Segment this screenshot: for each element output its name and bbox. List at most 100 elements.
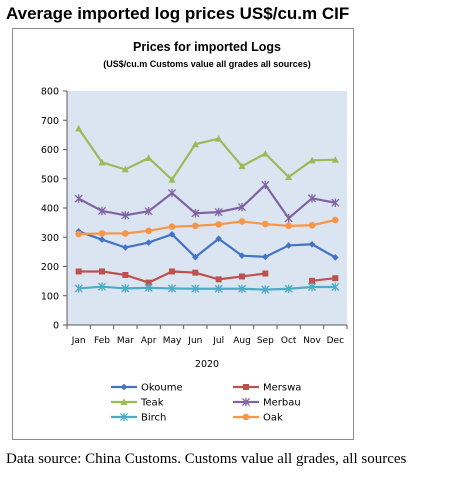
legend-item-oak: Oak	[233, 413, 283, 424]
source-note: Data source: China Customs. Customs valu…	[6, 451, 407, 467]
point-oak	[168, 223, 176, 231]
point-merbau	[191, 209, 200, 218]
x-tick-label: Sep	[257, 336, 274, 346]
x-tick-label: Jul	[212, 336, 224, 346]
point-okoume	[238, 252, 246, 259]
point-birch	[167, 284, 177, 293]
point-merbau	[284, 214, 293, 223]
point-teak	[308, 156, 316, 164]
x-tick-label: Mar	[117, 336, 134, 346]
point-oak	[122, 230, 129, 237]
legend-item-teak: Teak	[111, 398, 164, 409]
y-tick-label: 800	[41, 87, 59, 98]
legend: Okoume Merswa Teak Merbau Birch Oak	[111, 383, 301, 424]
point-teak	[75, 124, 83, 132]
legend-marker-teak	[120, 398, 128, 405]
legend-marker-birch	[119, 412, 129, 422]
x-tick-label: Aug	[233, 336, 251, 346]
legend-item-merswa: Merswa	[233, 383, 301, 394]
point-oak	[145, 227, 152, 235]
point-merswa	[122, 271, 129, 278]
y-tick-label: 300	[41, 233, 59, 244]
x-tick-label: Dec	[327, 336, 344, 346]
y-tick-label: 200	[41, 262, 59, 273]
point-teak	[168, 176, 176, 183]
point-okoume	[332, 254, 339, 261]
point-oak	[308, 221, 316, 229]
x-tick-label: Jun	[187, 336, 202, 346]
point-oak	[262, 220, 269, 228]
point-birch	[261, 285, 270, 294]
point-okoume	[262, 253, 269, 261]
point-okoume	[145, 239, 152, 246]
point-oak	[215, 221, 222, 228]
legend-label-teak: Teak	[140, 398, 164, 409]
legend-marker-merswa	[243, 384, 249, 390]
x-axis-label: 2020	[195, 359, 219, 370]
point-merswa	[169, 268, 175, 275]
point-oak	[192, 222, 199, 230]
point-merbau	[331, 198, 340, 207]
point-merswa	[262, 270, 269, 277]
point-teak	[145, 154, 153, 161]
point-birch	[97, 282, 107, 291]
point-teak	[191, 140, 199, 148]
page-heading: Average imported log prices US$/cu.m CIF	[6, 4, 350, 23]
point-okoume	[308, 240, 316, 248]
y-tick-label: 100	[41, 291, 59, 302]
series-line-teak	[77, 127, 336, 181]
point-okoume	[215, 235, 222, 243]
x-tick-label: Feb	[94, 336, 110, 346]
point-merbau	[167, 188, 177, 198]
legend-marker-okoume	[120, 383, 128, 391]
x-tick-label: Nov	[303, 336, 321, 346]
point-birch	[191, 284, 200, 293]
point-birch	[121, 284, 130, 293]
point-oak	[75, 230, 82, 238]
point-birch	[74, 284, 83, 293]
point-birch	[144, 283, 153, 293]
point-okoume	[285, 242, 292, 249]
y-tick-label: 400	[41, 204, 59, 215]
point-birch	[331, 282, 340, 292]
point-merbau	[237, 202, 247, 212]
point-merswa	[309, 277, 315, 284]
chart-title: Prices for imported Logs	[133, 40, 281, 54]
point-teak	[238, 162, 246, 170]
chart-container: Prices for imported Logs (US$/cu.m Custo…	[12, 28, 354, 440]
point-merbau	[97, 206, 107, 216]
plot-area	[67, 91, 347, 325]
point-merbau	[144, 207, 153, 216]
point-merswa	[239, 273, 245, 280]
point-teak	[215, 135, 223, 142]
point-merbau	[307, 194, 317, 203]
point-birch	[284, 284, 293, 293]
point-merswa	[99, 268, 105, 275]
point-oak	[285, 222, 292, 230]
y-tick-label: 0	[53, 321, 59, 332]
point-teak	[285, 173, 293, 180]
legend-label-okoume: Okoume	[141, 383, 183, 394]
point-oak	[332, 216, 339, 224]
point-oak	[98, 230, 106, 237]
legend-label-merbau: Merbau	[263, 398, 301, 409]
y-tick-label: 600	[41, 145, 59, 156]
point-teak	[121, 165, 129, 173]
point-teak	[98, 158, 106, 166]
point-merswa	[192, 269, 199, 276]
point-okoume	[168, 231, 176, 238]
point-merswa	[332, 275, 339, 282]
point-merbau	[74, 194, 83, 203]
legend-item-birch: Birch	[111, 413, 166, 424]
series-line-okoume	[78, 230, 336, 259]
point-birch	[307, 282, 317, 292]
point-birch	[237, 284, 247, 293]
point-birch	[214, 284, 223, 293]
x-tick-label: Jan	[71, 336, 86, 346]
series-line-merbau	[78, 183, 336, 220]
series-line-merswa	[311, 277, 336, 282]
legend-label-oak: Oak	[263, 413, 283, 424]
point-okoume	[192, 253, 199, 261]
legend-label-merswa: Merswa	[263, 383, 301, 394]
x-tick-label: Oct	[281, 336, 297, 346]
